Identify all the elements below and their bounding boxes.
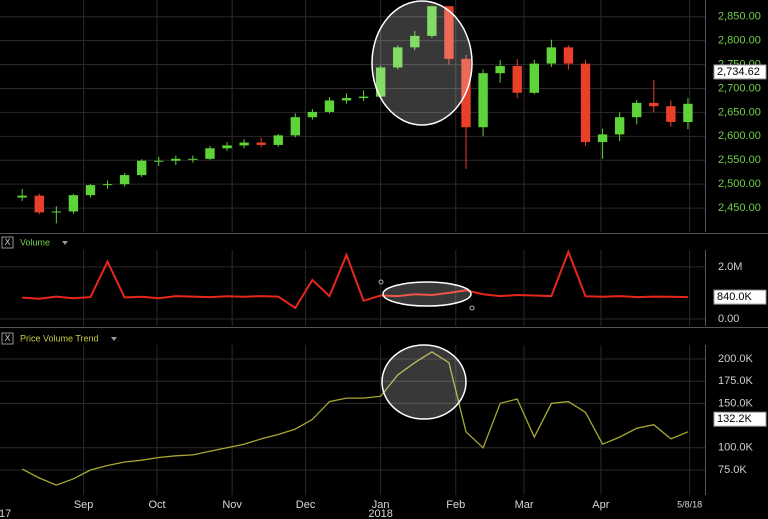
x-tick-label: Sep xyxy=(74,499,94,511)
last-value-box xyxy=(713,411,767,427)
highlight-ellipse xyxy=(382,281,472,307)
y-tick-label: 2,700.00 xyxy=(718,82,761,94)
candle-body xyxy=(341,98,352,101)
candle-body xyxy=(222,145,232,149)
close-button-box[interactable] xyxy=(1,332,14,345)
y-tick-label: 175.0K xyxy=(718,375,754,387)
x-tick-label: Feb xyxy=(446,499,465,511)
year-label: 17 xyxy=(0,508,11,519)
candle-body xyxy=(205,148,215,159)
last-value-box xyxy=(713,64,767,80)
candle-body xyxy=(85,185,96,196)
candle-body xyxy=(478,73,488,128)
candle-body xyxy=(375,67,386,97)
y-tick-label: 150.0K xyxy=(718,397,754,409)
panel-title: Volume xyxy=(20,237,50,247)
y-tick-label: 0.00 xyxy=(718,313,739,325)
candle-body xyxy=(358,96,369,99)
candle-body xyxy=(119,175,130,185)
x-tick-label: 5/8/18 xyxy=(677,499,702,509)
dropdown-arrow[interactable] xyxy=(111,337,117,341)
y-tick-label: 2,600.00 xyxy=(718,130,761,142)
candle-body xyxy=(614,117,625,135)
y-tick-label: 200.0K xyxy=(718,353,754,365)
candle-body xyxy=(649,102,659,107)
candle-body xyxy=(632,102,642,118)
x-tick-label: Dec xyxy=(296,499,316,511)
candle-body xyxy=(256,142,266,145)
candle-body xyxy=(410,35,420,48)
y-tick-label: 2,450.00 xyxy=(718,202,761,214)
candle-body xyxy=(154,160,164,162)
candle-body xyxy=(683,103,693,122)
candle-body xyxy=(34,195,44,213)
x-tick-label: Nov xyxy=(222,499,242,511)
handle xyxy=(469,305,475,311)
panel-title: Price Volume Trend xyxy=(20,333,99,343)
candle-body xyxy=(290,117,301,136)
x-tick-label: Jan xyxy=(372,499,390,511)
series-line xyxy=(22,249,688,310)
candle-body xyxy=(666,106,676,122)
candle-body xyxy=(307,111,318,118)
y-tick-label: 2.0M xyxy=(718,261,742,273)
candle-body xyxy=(393,47,403,68)
candle-body xyxy=(495,66,505,74)
y-tick-label: 75.0K xyxy=(718,464,747,476)
candle-body xyxy=(17,195,27,198)
candle-body xyxy=(444,6,454,59)
y-tick-label: 2,800.00 xyxy=(718,35,761,47)
candle-body xyxy=(512,66,522,93)
series-line xyxy=(21,351,689,486)
candle-body xyxy=(171,158,181,161)
last-value-box xyxy=(713,289,767,305)
close-button[interactable]: X xyxy=(4,333,10,343)
highlight-ellipse xyxy=(381,344,467,420)
handle xyxy=(378,279,384,285)
candle-body xyxy=(546,47,557,64)
year-label: 2018 xyxy=(368,508,392,519)
x-tick-label: Apr xyxy=(592,499,609,511)
last-value-label: 2,734.62 xyxy=(717,66,760,78)
y-tick-label: 2,550.00 xyxy=(718,154,761,166)
dropdown-arrow[interactable] xyxy=(62,241,68,245)
candle-body xyxy=(324,100,335,112)
y-tick-label: 2,850.00 xyxy=(718,11,761,23)
candle-body xyxy=(563,47,574,64)
candle-body xyxy=(136,160,147,176)
last-value-label: 132.2K xyxy=(717,413,753,425)
candle-body xyxy=(68,195,79,212)
candle-body xyxy=(239,142,249,146)
x-tick-label: Mar xyxy=(515,499,534,511)
x-tick-label: Oct xyxy=(148,499,165,511)
candle-body xyxy=(580,63,591,143)
candle-body xyxy=(597,134,608,143)
close-button-box[interactable] xyxy=(1,236,14,249)
candle-body xyxy=(188,158,198,160)
close-button[interactable]: X xyxy=(4,237,10,247)
candle-body xyxy=(273,135,283,145)
y-tick-label: 100.0K xyxy=(718,442,754,454)
y-tick-label: 2,500.00 xyxy=(718,178,761,190)
candle-body xyxy=(529,63,539,93)
highlight-ellipse xyxy=(371,0,473,126)
candle-body xyxy=(427,6,437,36)
y-tick-label: 2,650.00 xyxy=(718,106,761,118)
candle-body xyxy=(102,184,113,186)
last-value-label: 840.0K xyxy=(717,291,753,303)
highlights xyxy=(371,0,475,420)
candle-body xyxy=(51,211,62,213)
